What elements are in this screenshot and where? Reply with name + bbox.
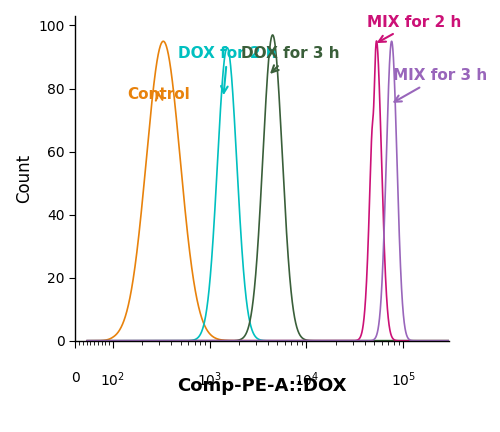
Text: $10^4$: $10^4$ xyxy=(294,371,319,389)
Text: Control: Control xyxy=(127,87,190,102)
Text: $10^2$: $10^2$ xyxy=(100,371,126,389)
Text: 0: 0 xyxy=(71,371,80,384)
Text: MIX for 3 h: MIX for 3 h xyxy=(393,68,487,102)
Text: DOX for 2 h: DOX for 2 h xyxy=(178,46,276,93)
Text: $10^3$: $10^3$ xyxy=(197,371,222,389)
Text: $10^5$: $10^5$ xyxy=(390,371,416,389)
Y-axis label: Count: Count xyxy=(15,154,33,203)
Text: DOX for 3 h: DOX for 3 h xyxy=(241,46,340,72)
X-axis label: Comp-PE-A::DOX: Comp-PE-A::DOX xyxy=(178,378,347,395)
Text: MIX for 2 h: MIX for 2 h xyxy=(367,15,461,42)
